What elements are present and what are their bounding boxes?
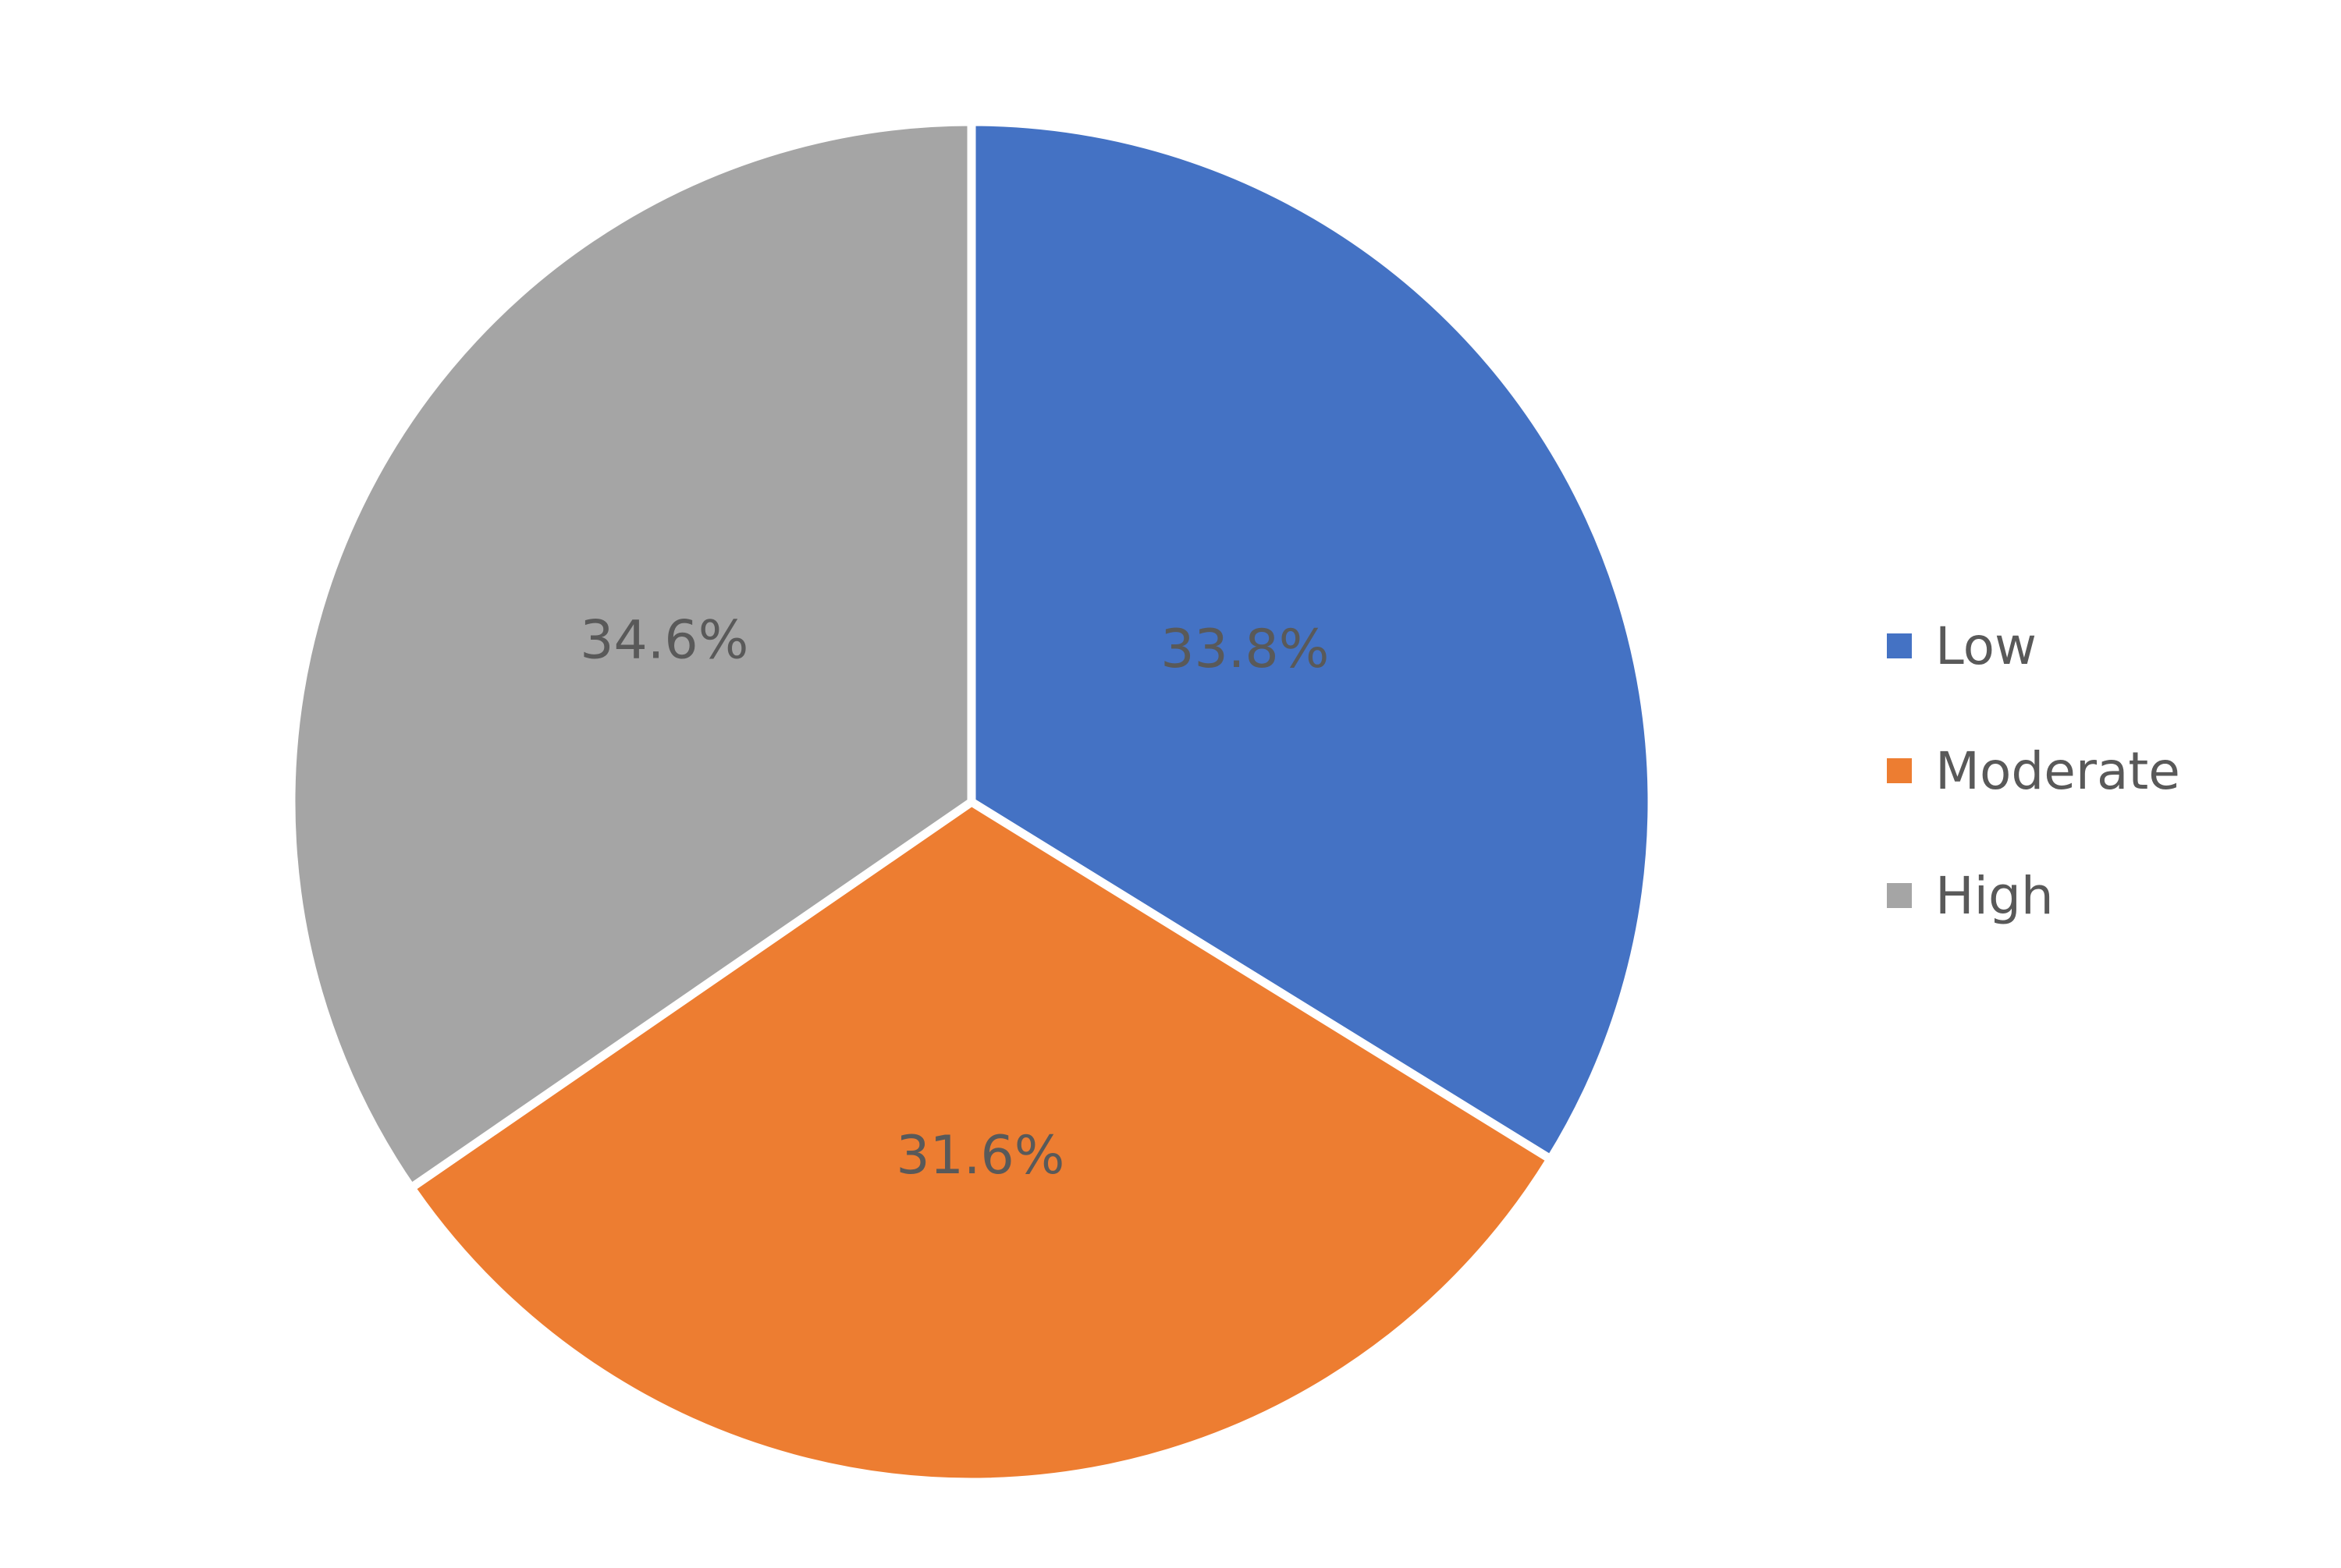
legend-label-low: Low: [1935, 615, 2037, 676]
legend-swatch-high: [1887, 883, 1912, 908]
legend-item-moderate: Moderate: [1887, 708, 2180, 833]
legend-label-high: High: [1935, 865, 2054, 926]
pie-slice-high: [286, 117, 976, 1193]
pie-data-labels: 33.8% 31.6% 34.6%: [580, 610, 1329, 1187]
data-label-high: 34.6%: [580, 610, 748, 672]
data-label-moderate: 31.6%: [896, 1125, 1064, 1187]
chart-legend: Low Moderate High: [1887, 584, 2180, 958]
legend-label-moderate: Moderate: [1935, 740, 2180, 801]
legend-swatch-low: [1887, 633, 1912, 658]
pie-slice-moderate: [407, 797, 1555, 1487]
legend-swatch-moderate: [1887, 758, 1912, 783]
legend-item-high: High: [1887, 833, 2180, 958]
pie-slice-low: [967, 117, 1657, 1164]
pie-slices: [286, 117, 1657, 1487]
legend-item-low: Low: [1887, 584, 2180, 708]
data-label-low: 33.8%: [1160, 619, 1329, 680]
